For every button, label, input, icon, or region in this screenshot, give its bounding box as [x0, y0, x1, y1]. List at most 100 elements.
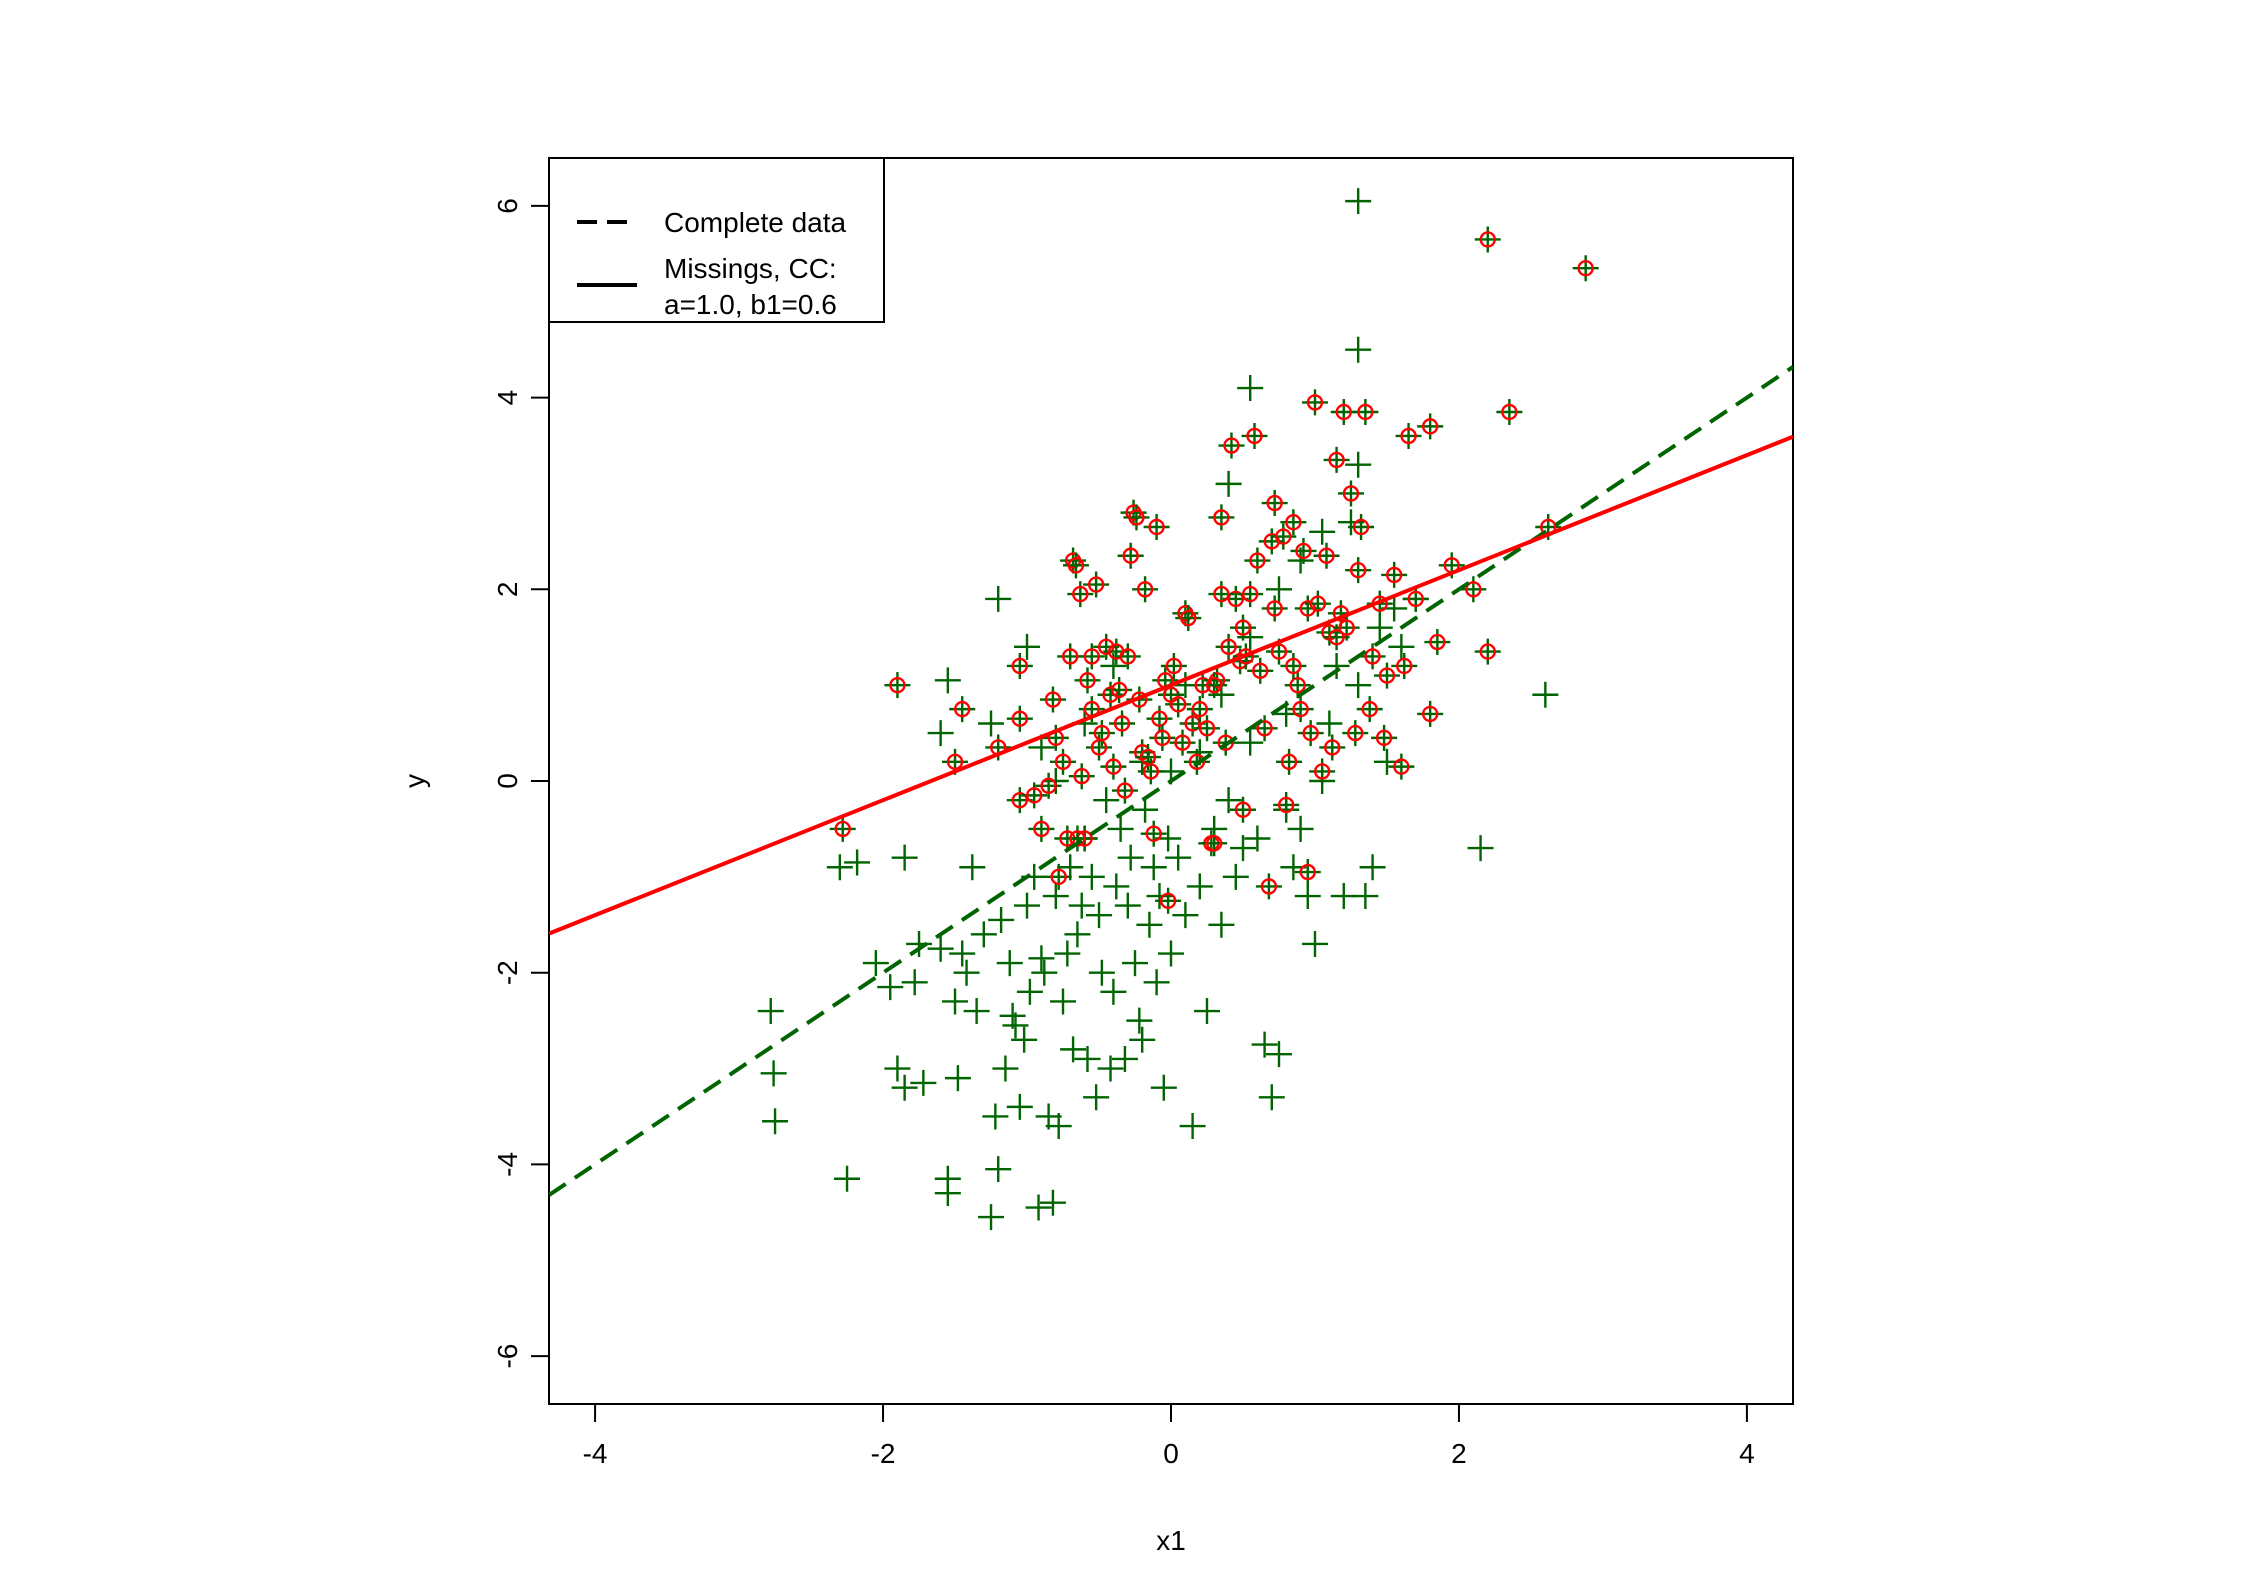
complete-data-point: [1186, 696, 1213, 723]
missing-cc-point: [1306, 394, 1324, 411]
missing-cc-point: [1465, 581, 1482, 598]
complete-data-point: [1270, 523, 1297, 550]
complete-data-point: [1388, 633, 1415, 660]
complete-data-point: [760, 1060, 787, 1087]
complete-data-point: [1114, 643, 1141, 670]
complete-data-point: [1467, 835, 1494, 862]
y-tick-label: 4: [492, 390, 523, 406]
complete-data-point: [1316, 710, 1343, 737]
complete-data-point: [1273, 791, 1300, 818]
complete-data-point: [1201, 672, 1228, 699]
complete-data-point: [1140, 854, 1167, 881]
complete-data-point: [1083, 571, 1110, 598]
complete-data-point: [1345, 188, 1372, 215]
missing-cc-point: [1501, 403, 1518, 421]
missing-cc-point: [1270, 643, 1288, 660]
complete-data-point: [1002, 1012, 1029, 1039]
complete-data-point: [934, 667, 961, 694]
complete-data-point: [1424, 629, 1451, 656]
missing-cc-point: [889, 676, 906, 694]
complete-data-point: [1083, 1084, 1110, 1111]
missing-cc-point: [1174, 734, 1191, 751]
complete-data-point: [985, 585, 1012, 612]
missing-cc-point: [1110, 681, 1128, 699]
complete-data-point: [1309, 518, 1336, 545]
complete-data-point: [884, 672, 911, 699]
complete-data-point: [891, 844, 918, 871]
missing-cc-point: [1285, 514, 1302, 531]
missing-cc-point: [1577, 260, 1594, 277]
missing-cc-point: [1338, 619, 1355, 636]
complete-data-point: [1287, 696, 1314, 723]
missing-cc-point: [1145, 825, 1162, 842]
missing-cc-point: [1033, 820, 1050, 838]
y-axis-label: y: [399, 774, 430, 788]
complete-data-point: [1028, 815, 1055, 842]
missing-cc-point: [1159, 892, 1177, 910]
complete-data-point: [1172, 902, 1199, 929]
legend-box: [548, 157, 885, 323]
missing-cc-point: [1309, 595, 1327, 612]
missing-cc-point: [1246, 427, 1263, 445]
missing-cc-point: [1349, 561, 1367, 579]
complete-data-point: [949, 696, 976, 723]
missing-cc-point: [1119, 648, 1137, 665]
complete-data-point: [1050, 748, 1077, 775]
complete-data-point: [944, 1065, 971, 1092]
missing-cc-point: [1011, 657, 1029, 675]
complete-data-point: [1136, 911, 1163, 938]
complete-data-point: [877, 974, 904, 1001]
complete-data-point: [1155, 887, 1182, 914]
complete-data-point: [1319, 734, 1346, 761]
complete-data-point: [1132, 796, 1159, 823]
complete-data-point: [1290, 537, 1317, 564]
complete-data-point: [1045, 863, 1072, 890]
complete-data-point: [1006, 652, 1033, 679]
missing-cc-point: [1234, 801, 1252, 818]
missing-cc-point: [946, 753, 964, 771]
complete-data-point: [959, 854, 986, 881]
complete-data-point: [1014, 633, 1041, 660]
missing-cc-point: [1062, 648, 1079, 665]
missing-cc-point: [1116, 782, 1134, 799]
complete-data-point: [1150, 1074, 1177, 1101]
complete-data-point: [1244, 547, 1271, 574]
complete-data-point: [1114, 892, 1141, 919]
complete-data-point: [829, 815, 856, 842]
complete-data-point: [1237, 581, 1264, 608]
complete-data-point: [953, 959, 980, 986]
complete-data-point: [1258, 1084, 1285, 1111]
complete-data-point: [978, 1204, 1005, 1231]
missing-cc-point: [1328, 629, 1345, 646]
complete-data-point: [1337, 509, 1364, 536]
missing-cc-point: [1234, 619, 1252, 636]
complete-data-point: [826, 854, 853, 881]
y-tick-label: -6: [492, 1344, 523, 1369]
complete-data-point: [1123, 504, 1150, 531]
missing-cc-point: [1044, 691, 1062, 708]
missing-cc-point: [1280, 753, 1298, 771]
x-tick-label: -2: [871, 1438, 896, 1469]
complete-data-point: [1258, 528, 1285, 555]
complete-data-points: [757, 188, 1559, 1231]
missing-cc-point: [1421, 705, 1439, 723]
complete-data-point: [1014, 892, 1041, 919]
complete-data-point: [1045, 1113, 1072, 1140]
missing-cc-point: [1275, 528, 1292, 545]
complete-data-point: [963, 998, 990, 1025]
complete-data-point: [1165, 691, 1192, 718]
complete-data-point: [1088, 959, 1115, 986]
missing-cc-point: [1136, 581, 1154, 598]
complete-data-point: [1093, 787, 1120, 814]
missing-cc-point: [1407, 590, 1424, 608]
complete-data-point: [927, 935, 954, 962]
complete-data-point: [1175, 605, 1202, 632]
complete-data-point: [1186, 873, 1213, 900]
complete-data-point: [1103, 638, 1130, 665]
missing-cc-point: [1188, 753, 1206, 771]
missing-cc-point: [954, 700, 971, 718]
complete-data-point: [1097, 1055, 1124, 1082]
missing-cc-point: [1040, 777, 1057, 794]
complete-data-point: [1237, 375, 1264, 402]
